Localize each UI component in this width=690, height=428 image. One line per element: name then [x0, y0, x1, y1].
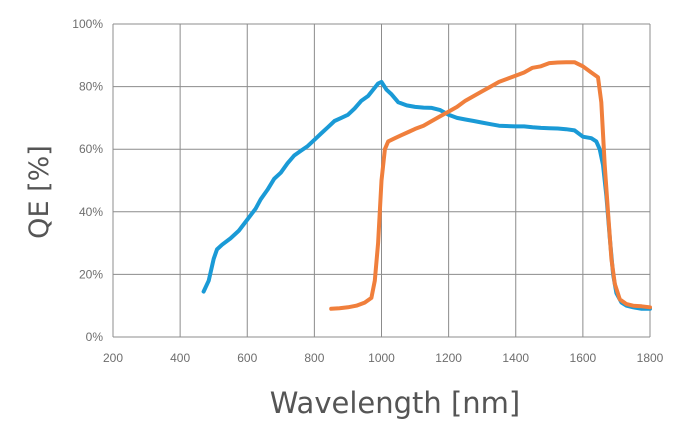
series-lines [201, 60, 652, 311]
x-axis-ticks: 200 400 600 800 1000 1200 1400 1600 1800 [103, 351, 664, 365]
y-tick-label: 40% [79, 205, 103, 219]
grid [112, 23, 651, 338]
x-axis-title: Wavelength [nm] [270, 386, 521, 420]
x-tick-label: 800 [304, 351, 324, 365]
x-tick-label: 1400 [502, 351, 529, 365]
x-tick-label: 1200 [435, 351, 462, 365]
y-tick-label: 80% [79, 80, 103, 94]
series-line-2 [329, 60, 652, 311]
series-line-1 [201, 79, 652, 311]
x-tick-label: 1800 [637, 351, 664, 365]
x-tick-label: 400 [170, 351, 190, 365]
y-tick-label: 20% [79, 267, 103, 281]
y-tick-label: 60% [79, 142, 103, 156]
x-tick-label: 600 [237, 351, 257, 365]
y-axis-title: QE [%] [24, 145, 55, 239]
x-tick-label: 200 [103, 351, 123, 365]
x-tick-label: 1600 [570, 351, 597, 365]
x-tick-label: 1000 [368, 351, 395, 365]
y-tick-label: 100% [72, 17, 103, 31]
y-tick-label: 0% [86, 330, 104, 344]
y-axis-ticks: 0% 20% 40% 60% 80% 100% [72, 17, 103, 344]
